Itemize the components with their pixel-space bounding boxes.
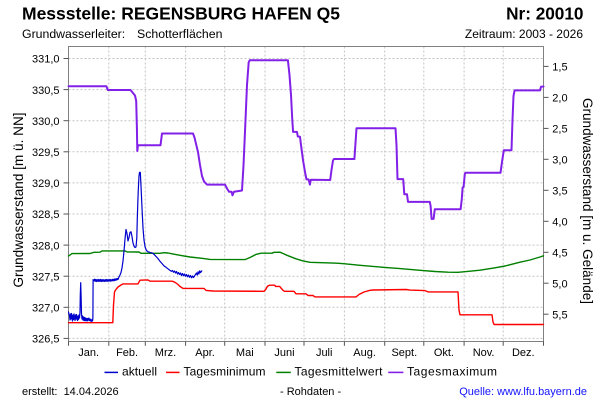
svg-text:Mai: Mai [236,347,254,359]
svg-text:327,0: 327,0 [32,303,60,315]
svg-text:329,5: 329,5 [32,147,60,159]
svg-text:Jan.: Jan. [78,347,99,359]
svg-text:Quelle: www.lfu.bayern.de: Quelle: www.lfu.bayern.de [459,386,587,398]
svg-text:Messstelle: REGENSBURG HAFEN Q: Messstelle: REGENSBURG HAFEN Q5 [22,3,340,23]
svg-text:326,5: 326,5 [32,334,60,346]
svg-text:Tagesmittelwert: Tagesmittelwert [295,364,384,378]
svg-text:330,5: 330,5 [32,85,60,97]
svg-text:erstellt: 14.04.2026: erstellt: 14.04.2026 [22,386,119,398]
svg-text:Aug.: Aug. [353,347,376,359]
svg-text:4,0: 4,0 [552,217,567,229]
svg-text:Schotterflächen: Schotterflächen [137,27,223,41]
svg-text:5,5: 5,5 [552,309,567,321]
svg-text:Okt.: Okt. [434,347,454,359]
svg-text:aktuell: aktuell [122,364,157,378]
svg-text:Tagesmaximum: Tagesmaximum [407,364,497,378]
svg-text:4,5: 4,5 [552,248,567,260]
svg-text:Nov.: Nov. [473,347,495,359]
svg-text:Nr: 20010: Nr: 20010 [506,3,583,23]
svg-text:327,5: 327,5 [32,271,60,283]
svg-text:331,0: 331,0 [32,54,60,66]
svg-text:Dez.: Dez. [512,347,535,359]
svg-text:3,5: 3,5 [552,186,567,198]
svg-text:Juni: Juni [274,347,294,359]
svg-text:Juli: Juli [316,347,333,359]
svg-text:Feb.: Feb. [116,347,138,359]
svg-text:330,0: 330,0 [32,116,60,128]
svg-text:2,5: 2,5 [552,124,567,136]
svg-text:Zeitraum: 2003 - 2026: Zeitraum: 2003 - 2026 [465,27,583,41]
svg-text:328,0: 328,0 [32,240,60,252]
svg-text:- Rohdaten -: - Rohdaten - [280,386,341,398]
svg-text:1,5: 1,5 [552,62,567,74]
svg-text:329,0: 329,0 [32,178,60,190]
svg-text:Apr.: Apr. [195,347,215,359]
svg-text:Sept.: Sept. [391,347,417,359]
svg-text:328,5: 328,5 [32,209,60,221]
svg-text:Tagesminimum: Tagesminimum [184,364,266,378]
svg-text:Mrz.: Mrz. [155,347,176,359]
svg-text:Grundwasserstand [m ü. NN]: Grundwasserstand [m ü. NN] [11,113,26,288]
svg-text:2,0: 2,0 [552,93,567,105]
svg-text:Grundwasserleiter:: Grundwasserleiter: [22,27,125,41]
svg-text:3,0: 3,0 [552,155,567,167]
svg-text:Grundwasserstand [m u. Gelände: Grundwasserstand [m u. Gelände] [580,98,595,304]
svg-text:5,0: 5,0 [552,278,567,290]
